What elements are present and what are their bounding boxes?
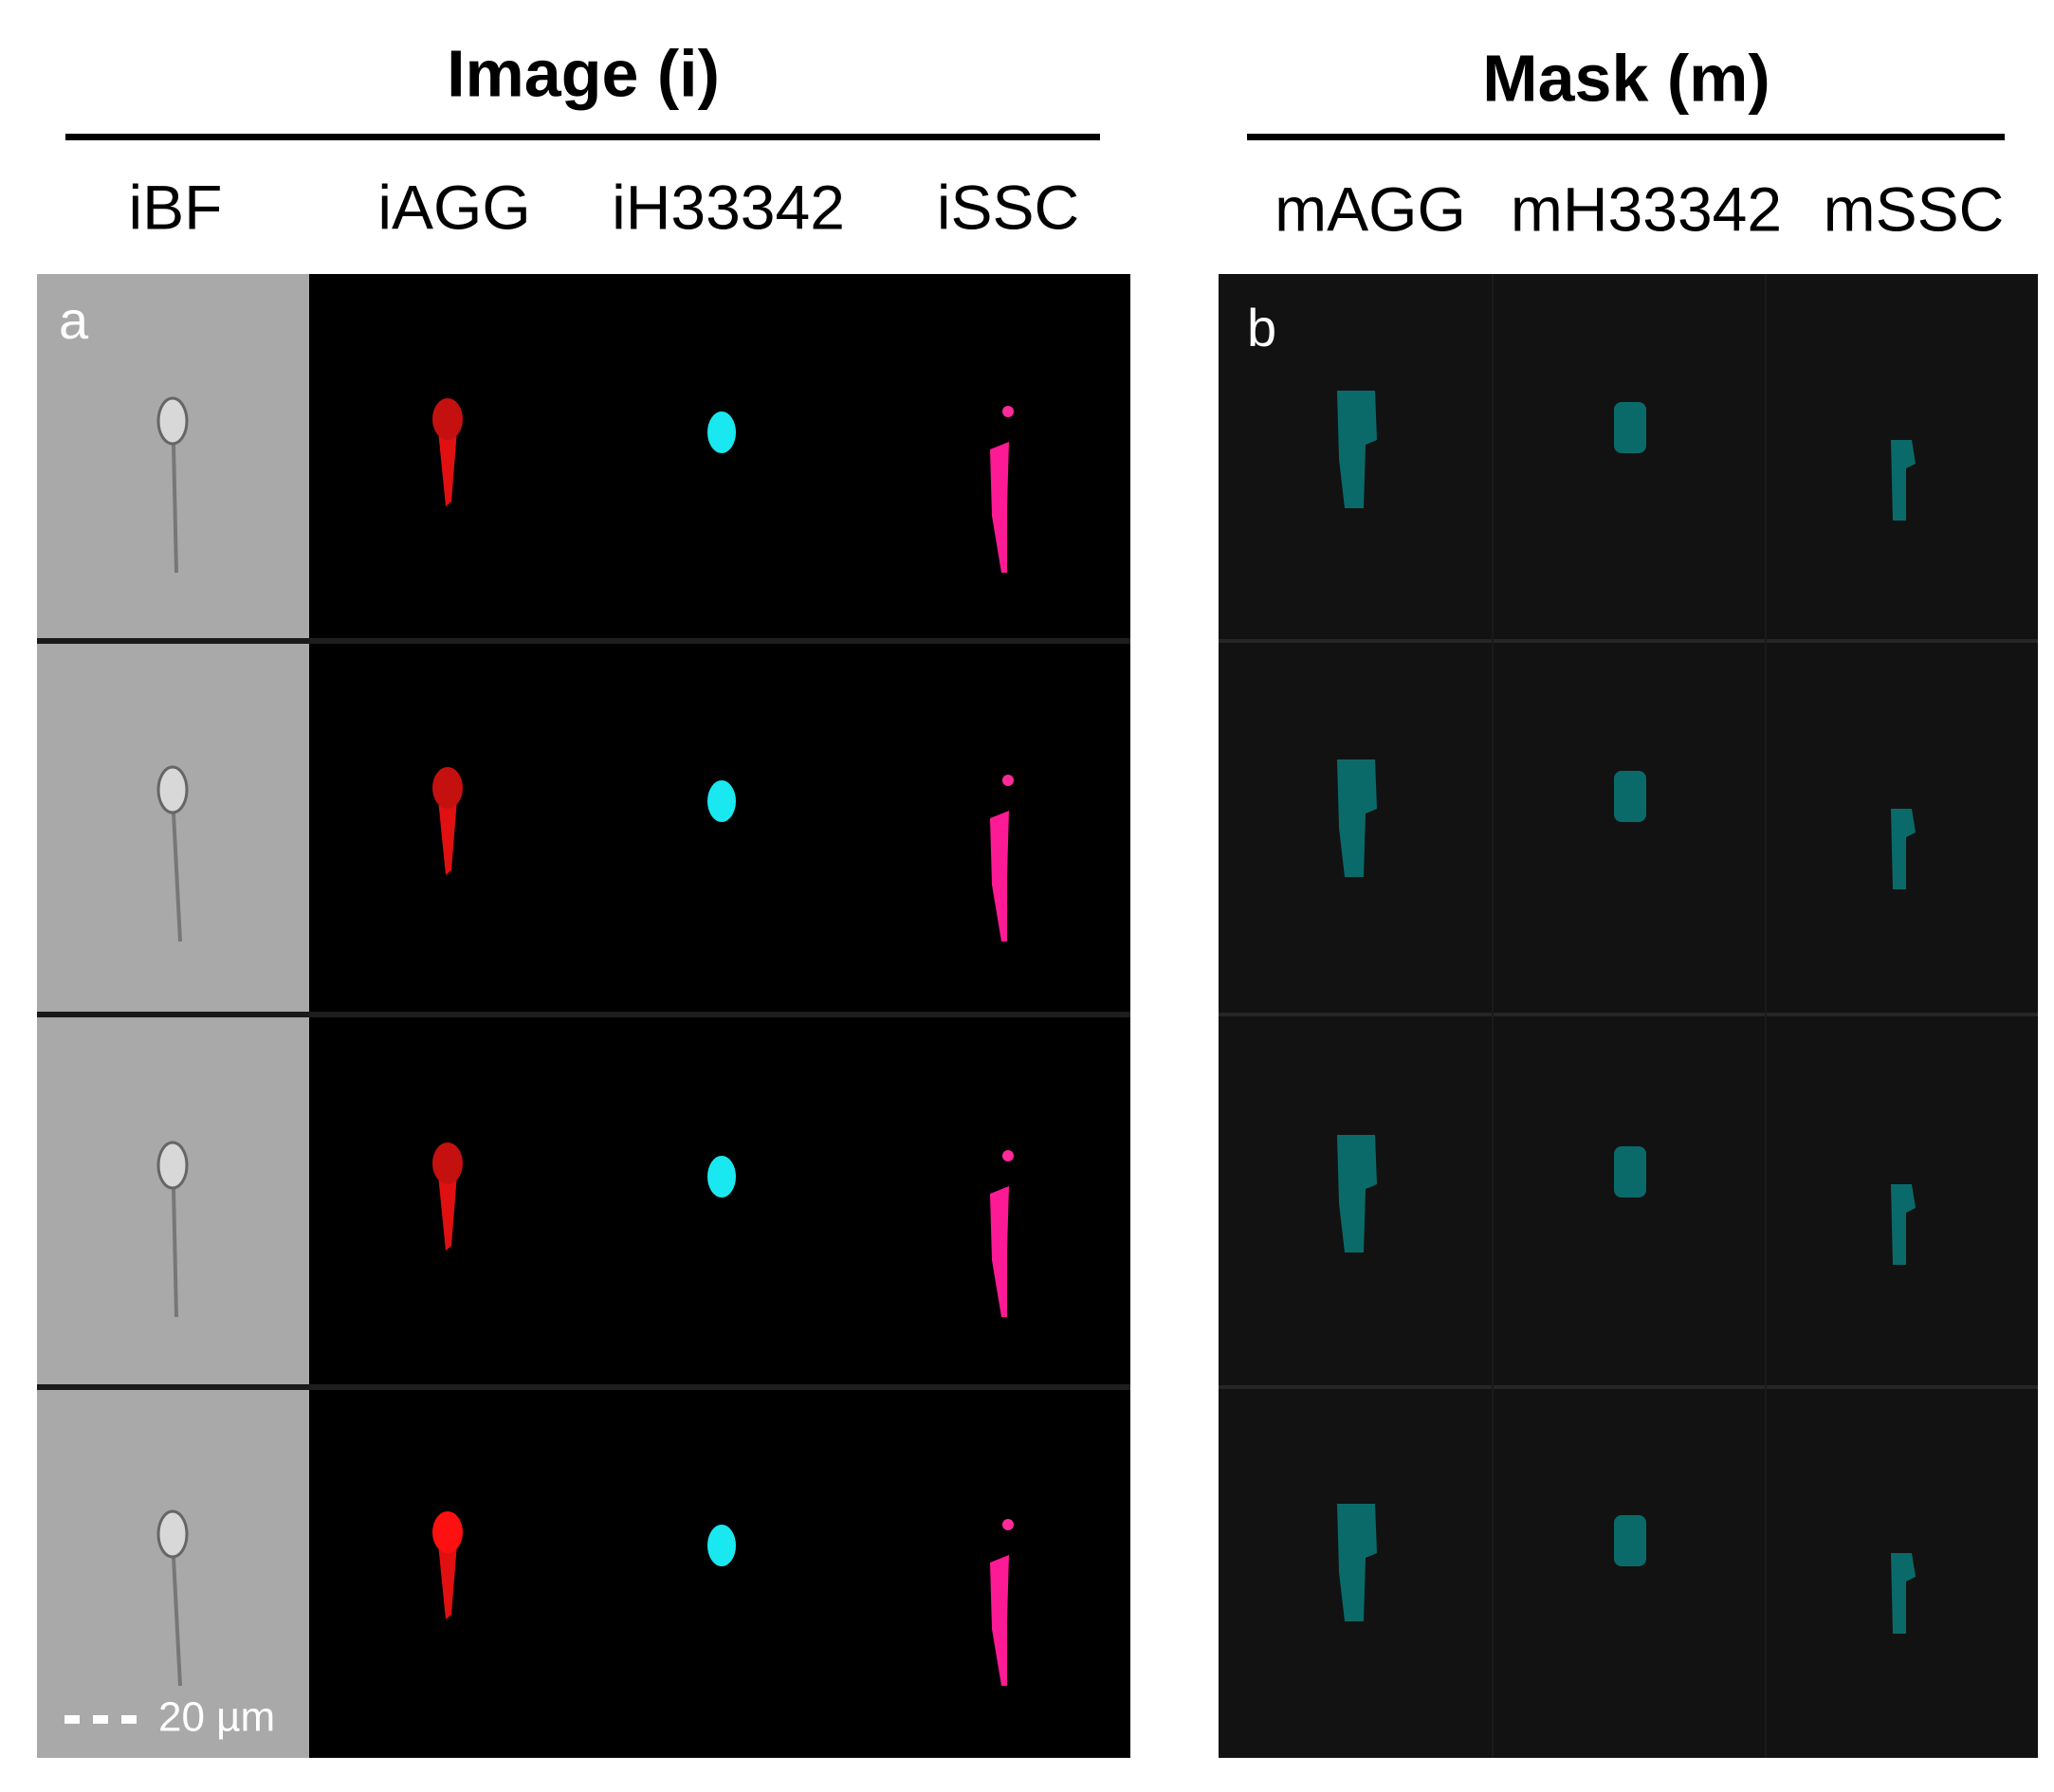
column-label: iH33342 <box>612 172 845 242</box>
col-separator <box>1492 274 1494 1758</box>
mask-ssc <box>1891 1553 1916 1634</box>
ssc-dot <box>1002 406 1014 417</box>
col-separator <box>1765 274 1767 1758</box>
row-separator <box>37 1384 1130 1390</box>
h33342-head <box>707 411 736 453</box>
agg-head <box>432 1511 463 1553</box>
mask-h33342 <box>1614 771 1646 822</box>
ssc-body <box>990 1555 1009 1686</box>
bf-head <box>156 1141 189 1190</box>
column-label: iSSC <box>937 172 1079 242</box>
mask-ssc <box>1891 809 1916 889</box>
column-label: mAGG <box>1275 174 1466 244</box>
mask-agg <box>1337 1504 1377 1621</box>
row-separator <box>37 1012 1130 1017</box>
agg-tail <box>438 1544 457 1619</box>
mask-agg <box>1337 1135 1377 1253</box>
scale-label: 20 µm <box>158 1694 275 1741</box>
panel-label: b <box>1247 298 1276 357</box>
cell-images <box>156 391 1916 1687</box>
h33342-head <box>707 1525 736 1566</box>
mask-ssc <box>1891 440 1916 521</box>
bf-tail <box>172 1557 182 1687</box>
row-separator <box>37 638 309 644</box>
panel-label: a <box>59 290 89 350</box>
h33342-head <box>707 1156 736 1198</box>
bf-head <box>156 1509 189 1559</box>
mask-agg <box>1337 759 1377 877</box>
agg-tail <box>438 799 457 875</box>
bf-tail <box>172 444 178 574</box>
column-label: iAGG <box>377 172 530 242</box>
mask-agg <box>1337 391 1377 508</box>
bf-head <box>156 765 189 814</box>
row-separator <box>1219 639 2038 643</box>
mask-ssc <box>1891 1184 1916 1265</box>
ssc-body <box>990 442 1009 573</box>
row-separator <box>37 1012 309 1017</box>
mask-title: Mask (m) <box>1482 41 1770 115</box>
mask-h33342 <box>1614 1146 1646 1198</box>
image-rule <box>65 134 1100 140</box>
ssc-body <box>990 1186 1009 1317</box>
agg-head <box>432 767 463 809</box>
ssc-dot <box>1002 1519 1014 1530</box>
ssc-body <box>990 811 1009 942</box>
bf-tail <box>172 1188 178 1318</box>
column-label: mH33342 <box>1511 174 1782 244</box>
bf-head <box>156 396 189 446</box>
agg-tail <box>438 430 457 506</box>
h33342-head <box>707 780 736 822</box>
agg-head <box>432 398 463 440</box>
agg-head <box>432 1143 463 1184</box>
scale-bar: 20 µm <box>64 1694 275 1741</box>
row-separator <box>37 1384 309 1390</box>
column-label: mSSC <box>1824 174 2005 244</box>
ssc-dot <box>1002 1150 1014 1161</box>
bf-tail <box>172 813 182 942</box>
mask-rule <box>1247 134 2005 140</box>
mask-h33342 <box>1614 402 1646 453</box>
column-label: iBF <box>129 172 223 242</box>
row-separator <box>1219 1013 2038 1016</box>
agg-tail <box>438 1175 457 1251</box>
ssc-dot <box>1002 775 1014 786</box>
row-separator <box>1219 1385 2038 1389</box>
row-separators <box>37 274 2038 1758</box>
mask-h33342 <box>1614 1515 1646 1566</box>
row-separator <box>37 638 1130 644</box>
image-title: Image (i) <box>447 36 720 110</box>
